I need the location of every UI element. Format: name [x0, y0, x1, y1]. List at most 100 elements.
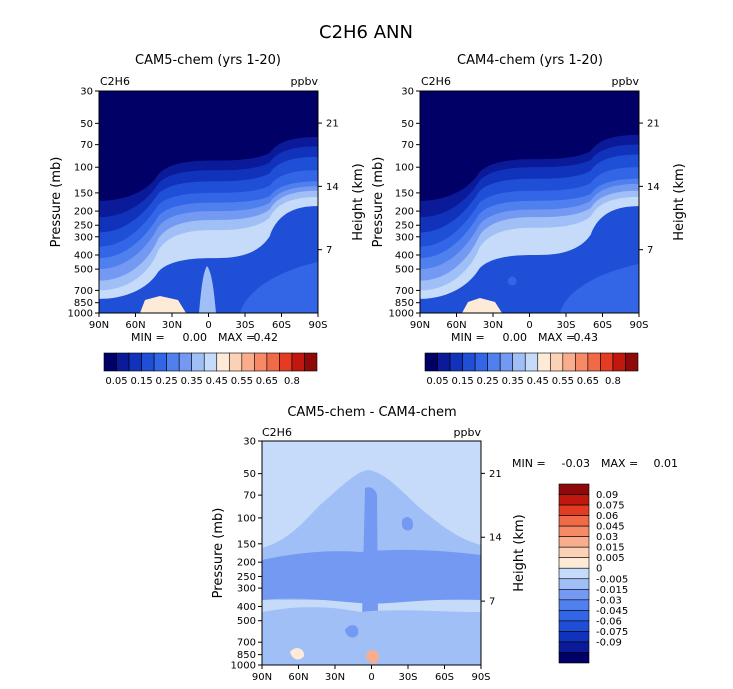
- y-tick-label: 250: [395, 221, 414, 232]
- colorbar-label: 0.35: [181, 376, 203, 387]
- colorbar-swatch: [558, 567, 590, 580]
- colorbar-label: 0.09: [596, 490, 618, 501]
- colorbar-swatch: [558, 588, 590, 601]
- panel-cam4-plot: [420, 91, 639, 313]
- colorbar-label: 0.25: [156, 376, 178, 387]
- contour-cam5-l8: [99, 91, 318, 201]
- y-tick-label: 850: [237, 650, 256, 661]
- colorbar-swatch: [558, 557, 590, 569]
- y-tick-label: 50: [401, 119, 414, 130]
- x-tick-label: 90S: [629, 320, 648, 331]
- colorbar-swatch: [558, 631, 590, 643]
- contour-cam5-low-lobe: [199, 266, 216, 313]
- y-tick-label: 150: [74, 188, 93, 199]
- colorbar-swatch: [549, 352, 564, 372]
- colorbar-swatch: [562, 352, 576, 372]
- panel-cam5-field-label: C2H6: [100, 75, 130, 88]
- colorbar-label: 0.45: [527, 376, 549, 387]
- x-tick-label: 60S: [593, 320, 612, 331]
- x-tick-label: 90N: [410, 320, 430, 331]
- y-tick-label: 200: [237, 558, 256, 569]
- y-tick-label: 500: [237, 616, 256, 627]
- panel-diff-ylabel: Pressure (mb): [211, 508, 226, 599]
- y2-tick-label: 14: [489, 533, 502, 544]
- y2-tick-label: 7: [326, 245, 332, 256]
- panel-cam5-max-value: 0.42: [254, 331, 279, 344]
- colorbar-label: 0.075: [596, 501, 625, 512]
- y-tick-label: 1000: [68, 309, 93, 320]
- colorbar-label: 0.03: [596, 532, 618, 543]
- panel-cam5-units: ppbv: [291, 75, 319, 88]
- colorbar-label: 0.15: [451, 376, 473, 387]
- colorbar-swatch: [558, 504, 590, 516]
- y-tick-label: 850: [395, 298, 414, 309]
- colorbar-label: 0.05: [426, 376, 448, 387]
- colorbar-swatch: [558, 483, 590, 495]
- colorbar-swatch: [537, 352, 551, 372]
- panel-cam5-y2label: Height (km): [351, 163, 366, 240]
- panel-cam5-ylabel: Pressure (mb): [49, 157, 64, 248]
- panel-diff: CAM5-chem - CAM4-chem C2H6 ppbv Pressure…: [211, 405, 678, 666]
- colorbar-label: -0.045: [596, 606, 628, 617]
- panel-cam4-min-label: MIN =: [451, 331, 485, 344]
- contour-cam4-blob: [507, 276, 517, 286]
- colorbar-label: 0.15: [130, 376, 152, 387]
- colorbar-swatch: [558, 515, 590, 527]
- colorbar-label: -0.06: [596, 616, 622, 627]
- panel-cam4-min-value: 0.00: [503, 331, 528, 344]
- x-tick-label: 30S: [398, 672, 417, 683]
- contour-cam4-l8: [420, 91, 639, 201]
- y2-tick-label: 14: [326, 182, 339, 193]
- panel-cam5-min-value: 0.00: [183, 331, 208, 344]
- colorbar-swatch: [166, 352, 180, 372]
- colorbar-label: 0: [596, 564, 602, 575]
- colorbar-swatch: [266, 352, 280, 372]
- colorbar-swatch: [625, 352, 639, 372]
- y-tick-label: 70: [401, 140, 414, 151]
- colorbar-label: -0.03: [596, 595, 622, 606]
- colorbar-label: 0.65: [256, 376, 278, 387]
- x-tick-label: 30N: [483, 320, 503, 331]
- colorbar-label: 0.06: [596, 511, 618, 522]
- x-tick-label: 60N: [125, 320, 145, 331]
- panel-cam4-max-value: 0.43: [574, 331, 599, 344]
- y-tick-label: 700: [237, 638, 256, 649]
- colorbar-swatch: [612, 352, 626, 372]
- contour-cam5-south-low: [240, 262, 318, 313]
- colorbar-label: -0.09: [596, 637, 622, 648]
- panel-diff-axes: Pressure (mb) Height (km) MIN = -0.03 MA…: [211, 457, 678, 598]
- y2-tick-label: 21: [489, 469, 502, 480]
- y-tick-label: 100: [74, 163, 93, 174]
- colorbar-swatch: [558, 599, 590, 611]
- panel-cam4-field-label: C2H6: [421, 75, 451, 88]
- y-tick-label: 500: [74, 265, 93, 276]
- x-tick-label: 0: [205, 320, 211, 331]
- colorbar-label: 0.45: [206, 376, 228, 387]
- colorbar-swatch: [558, 610, 590, 622]
- panel-diff-title: CAM5-chem - CAM4-chem: [287, 405, 456, 420]
- y-tick-label: 300: [74, 232, 93, 243]
- x-tick-label: 60S: [272, 320, 291, 331]
- colorbar-swatch: [153, 352, 167, 372]
- y-tick-label: 250: [237, 572, 256, 583]
- colorbar-swatch: [128, 352, 142, 372]
- x-tick-label: 30N: [162, 320, 182, 331]
- panel-cam4-axes: Pressure (mb) Height (km) MIN = 0.00 MAX…: [371, 157, 687, 344]
- y-tick-label: 700: [74, 286, 93, 297]
- colorbar-swatch: [141, 352, 155, 372]
- y-tick-label: 850: [74, 298, 93, 309]
- colorbar-label: 0.8: [605, 376, 621, 387]
- y-tick-label: 200: [74, 207, 93, 218]
- x-tick-label: 90S: [471, 672, 490, 683]
- panel-cam4-ylabel: Pressure (mb): [371, 157, 386, 248]
- colorbar-label: 0.005: [596, 553, 625, 564]
- y-tick-label: 300: [395, 232, 414, 243]
- panel-diff-min-value: -0.03: [562, 457, 590, 470]
- panel-cam4-max-label: MAX =: [538, 331, 575, 344]
- y-tick-label: 500: [395, 265, 414, 276]
- contour-cam4-south-low: [560, 264, 639, 313]
- y-tick-label: 70: [80, 140, 93, 151]
- y-tick-label: 50: [243, 469, 256, 480]
- colorbar-swatch: [203, 352, 218, 372]
